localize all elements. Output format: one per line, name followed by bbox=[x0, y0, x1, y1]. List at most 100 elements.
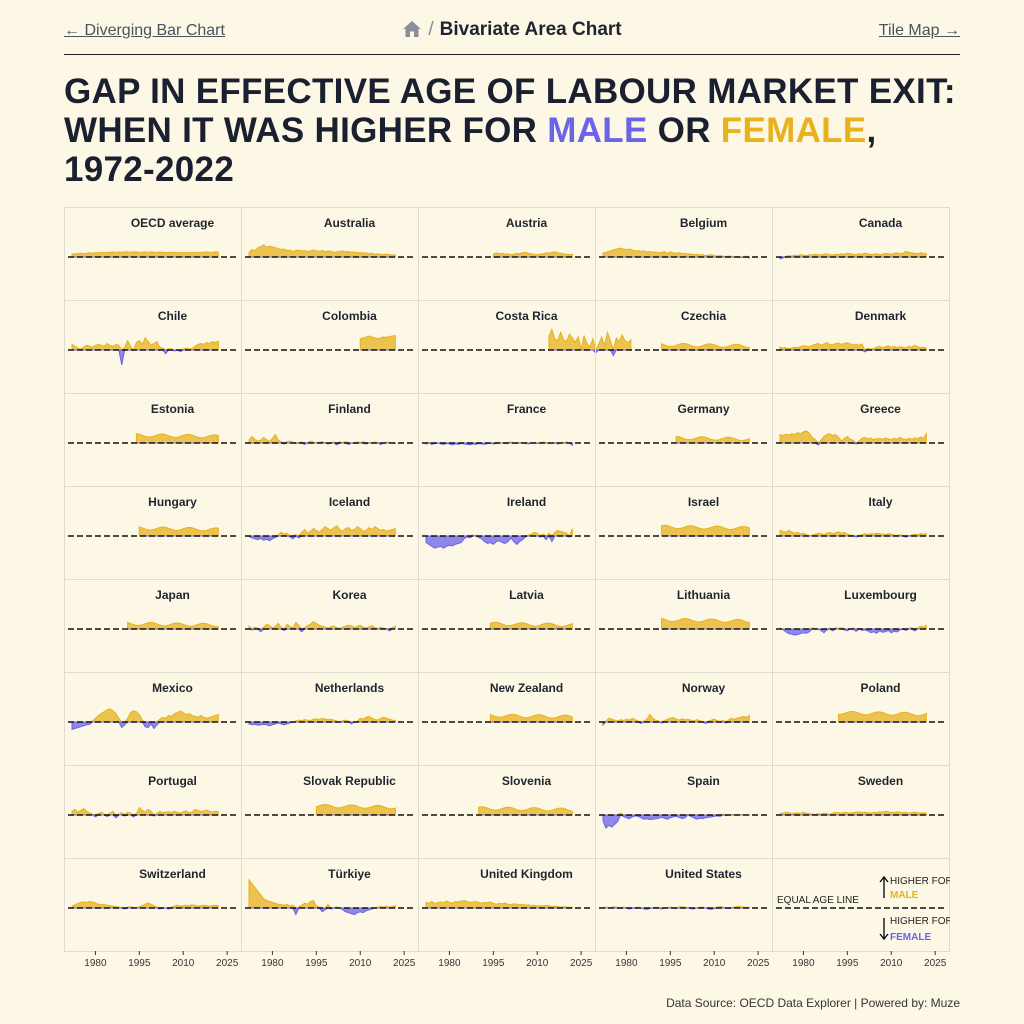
chart-panel: United States 1980 1995 2010 2025 bbox=[595, 858, 773, 969]
x-tick-label: 2010 bbox=[172, 958, 195, 969]
panel-title: United States bbox=[665, 867, 742, 881]
chart-panel: Portugal bbox=[64, 765, 242, 859]
male-area bbox=[249, 525, 396, 537]
x-tick-label: 1980 bbox=[792, 958, 815, 969]
x-tick-label: 2010 bbox=[703, 958, 726, 969]
chart-panel: Chile bbox=[64, 300, 242, 394]
chart-panel: Czechia bbox=[595, 300, 773, 394]
panel-title: Denmark bbox=[855, 309, 907, 323]
chart-panel: Netherlands bbox=[241, 672, 419, 766]
breadcrumb-nav: ← Diverging Bar Chart / Bivariate Area Ch… bbox=[64, 18, 960, 55]
chart-panel: Finland bbox=[241, 393, 419, 487]
x-tick-label: 2025 bbox=[393, 958, 416, 969]
male-area bbox=[248, 878, 396, 909]
panel-title: Finland bbox=[328, 402, 371, 416]
chart-panel: Slovenia bbox=[418, 765, 596, 859]
panel-title: Costa Rica bbox=[495, 309, 557, 323]
panel-title: Colombia bbox=[322, 309, 377, 323]
chart-panel: France bbox=[418, 393, 596, 487]
male-area bbox=[661, 617, 750, 630]
male-area bbox=[248, 244, 396, 258]
male-area bbox=[248, 620, 396, 630]
male-area bbox=[779, 810, 927, 816]
female-area bbox=[779, 628, 927, 636]
panel-title: Hungary bbox=[148, 495, 197, 509]
chart-panel: Italy bbox=[772, 486, 950, 580]
male-area bbox=[71, 900, 219, 909]
male-area bbox=[492, 251, 573, 258]
chart-panel: Greece bbox=[772, 393, 950, 487]
chart-panel: Colombia bbox=[241, 300, 419, 394]
x-tick-label: 1995 bbox=[305, 958, 328, 969]
male-area bbox=[72, 708, 219, 723]
panel-title: Canada bbox=[859, 216, 903, 230]
legend-higher-for-female: HIGHER FOR bbox=[890, 916, 950, 927]
chart-panel: Costa Rica bbox=[418, 300, 632, 394]
panel-title: Greece bbox=[860, 402, 901, 416]
male-area bbox=[602, 247, 750, 258]
panel-title: France bbox=[507, 402, 547, 416]
legend-female: FEMALE bbox=[890, 932, 931, 943]
chart-panel: Belgium bbox=[595, 207, 773, 301]
male-area bbox=[249, 715, 396, 723]
x-tick-label: 1995 bbox=[128, 958, 151, 969]
panel-title: Austria bbox=[506, 216, 548, 230]
panel-title: Italy bbox=[868, 495, 892, 509]
arrow-right-icon: → bbox=[944, 22, 960, 39]
male-area bbox=[838, 710, 927, 723]
chart-panel: Canada bbox=[772, 207, 950, 301]
x-tick-label: 2010 bbox=[526, 958, 549, 969]
female-area bbox=[548, 349, 631, 357]
male-area bbox=[315, 803, 396, 816]
chart-panel: Latvia bbox=[418, 579, 596, 673]
male-area bbox=[425, 900, 573, 909]
male-area bbox=[426, 528, 573, 537]
chart-panel: Slovak Republic bbox=[241, 765, 419, 859]
panel-title: Iceland bbox=[329, 495, 370, 509]
panel-title: OECD average bbox=[131, 216, 215, 230]
home-icon[interactable] bbox=[402, 20, 422, 44]
x-tick-label: 1980 bbox=[438, 958, 461, 969]
male-area bbox=[71, 806, 219, 816]
panel-title: Slovenia bbox=[502, 774, 552, 788]
panel-title: Slovak Republic bbox=[303, 774, 396, 788]
chart-panel: Hungary bbox=[64, 486, 242, 580]
male-area bbox=[602, 713, 750, 723]
panel-title: Korea bbox=[332, 588, 366, 602]
x-tick-label: 1980 bbox=[261, 958, 284, 969]
chart-panel: United Kingdom 1980 1995 2010 2025 bbox=[418, 858, 596, 969]
male-area bbox=[779, 430, 927, 444]
title-suffix: , 1972-2022 bbox=[64, 111, 877, 189]
chart-panel: New Zealand bbox=[418, 672, 596, 766]
legend-panel: EQUAL AGE LINE HIGHER FOR MALE HIGHER FOR FE… bbox=[772, 858, 950, 969]
male-area bbox=[71, 336, 219, 351]
chart-panel: Lithuania bbox=[595, 579, 773, 673]
chart-panel: Poland bbox=[772, 672, 950, 766]
x-tick-label: 2025 bbox=[747, 958, 770, 969]
male-area bbox=[675, 435, 750, 444]
male-area bbox=[661, 524, 750, 537]
female-area bbox=[425, 535, 573, 549]
male-area bbox=[359, 334, 396, 351]
chart-panel: Norway bbox=[595, 672, 773, 766]
data-source-credit: Data Source: OECD Data Explorer | Powere… bbox=[666, 996, 960, 1010]
x-tick-label: 1995 bbox=[836, 958, 859, 969]
chart-panel: Estonia bbox=[64, 393, 242, 487]
chart-panel: Denmark bbox=[772, 300, 950, 394]
x-tick-label: 2025 bbox=[216, 958, 239, 969]
panel-title: United Kingdom bbox=[480, 867, 573, 881]
male-area bbox=[661, 343, 750, 351]
prev-chart-link[interactable]: ← Diverging Bar Chart bbox=[64, 22, 225, 40]
chart-panel: Australia bbox=[241, 207, 419, 301]
x-tick-label: 1980 bbox=[615, 958, 638, 969]
male-area bbox=[489, 713, 573, 723]
chart-panel: Austria bbox=[418, 207, 596, 301]
male-area bbox=[779, 529, 927, 537]
panel-border bbox=[772, 858, 950, 952]
x-tick-label: 2025 bbox=[924, 958, 947, 969]
panel-title: Portugal bbox=[148, 774, 197, 788]
chart-panel: Spain bbox=[595, 765, 773, 859]
next-chart-link[interactable]: Tile Map → bbox=[879, 22, 960, 40]
x-tick-label: 1995 bbox=[482, 958, 505, 969]
female-area bbox=[71, 721, 219, 731]
